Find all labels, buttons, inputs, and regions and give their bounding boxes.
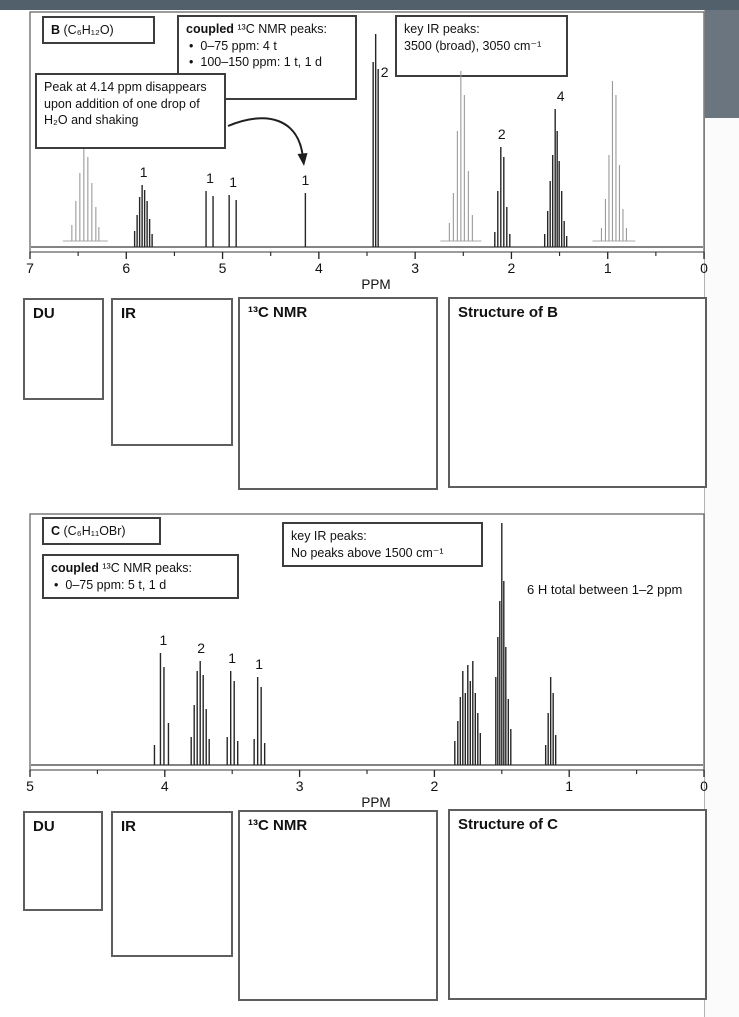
compound-c-formula: (C₆H₁₁OBr)	[60, 524, 126, 538]
integration-label: 1	[229, 174, 237, 190]
c-coupled-cnmr-box: coupled ¹³C NMR peaks: 0–75 ppm: 5 t, 1 …	[42, 554, 239, 599]
integration-label: 1	[140, 164, 148, 180]
axis-tick-label: 7	[26, 260, 34, 276]
integration-label: 1	[255, 656, 263, 672]
b-d2o-note-box: Peak at 4.14 ppm disappears upon additio…	[35, 73, 226, 149]
axis-tick-label: 5	[219, 260, 227, 276]
c-coupled-bullet-1: 0–75 ppm: 5 t, 1 d	[51, 577, 230, 594]
b-key-ir-box: key IR peaks: 3500 (broad), 3050 cm⁻¹	[395, 15, 568, 77]
b-d2o-note-text: Peak at 4.14 ppm disappears upon additio…	[44, 80, 207, 127]
compound-c-letter: C	[51, 524, 61, 538]
compound-b-formula: (C₆H₁₂O)	[60, 23, 114, 37]
integration-label: 2	[381, 64, 389, 80]
integration-label: 2	[498, 126, 506, 142]
integration-label: 1	[228, 650, 236, 666]
axis-title-ppm: PPM	[361, 277, 390, 292]
window-header-bar	[0, 0, 739, 10]
answer-box-structure-b: Structure of B	[448, 297, 707, 488]
axis-tick-label: 6	[122, 260, 130, 276]
b-ir-title: key IR peaks:	[404, 22, 480, 36]
compound-b-label-box: B (C₆H₁₂O)	[42, 16, 155, 44]
axis-tick-label: 4	[315, 260, 323, 276]
b-coupled-bullet-1: 0–75 ppm: 4 t	[186, 38, 348, 55]
c-ir-detail: No peaks above 1500 cm⁻¹	[291, 545, 444, 560]
integration-label: 4	[557, 88, 565, 104]
scrollbar-track[interactable]	[705, 118, 739, 1017]
answer-box-structure-c: Structure of C	[448, 809, 707, 1000]
b-ir-detail: 3500 (broad), 3050 cm⁻¹	[404, 38, 542, 53]
answer-box-du-b: DU	[23, 298, 104, 400]
answer-box-cnmr-b: ¹³C NMR	[238, 297, 438, 490]
b-coupled-bullet-2: 100–150 ppm: 1 t, 1 d	[186, 54, 348, 71]
compound-c-label-box: C (C₆H₁₁OBr)	[42, 517, 161, 545]
answer-box-ir-b: IR	[111, 298, 233, 446]
axis-tick-label: 1	[604, 260, 612, 276]
axis-tick-label: 5	[26, 778, 34, 794]
c-key-ir-box: key IR peaks: No peaks above 1500 cm⁻¹	[282, 522, 483, 567]
scrollbar-thumb[interactable]	[705, 10, 739, 118]
integration-label: 1	[160, 632, 168, 648]
compound-b-letter: B	[51, 23, 61, 37]
axis-title-ppm: PPM	[361, 795, 390, 810]
answer-box-ir-c: IR	[111, 811, 233, 957]
axis-tick-label: 2	[508, 260, 516, 276]
answer-box-cnmr-c: ¹³C NMR	[238, 810, 438, 1001]
c-ir-title: key IR peaks:	[291, 529, 367, 543]
axis-tick-label: 3	[411, 260, 419, 276]
integration-label: 1	[301, 172, 309, 188]
axis-tick-label: 2	[431, 778, 439, 794]
integration-label: 1	[206, 170, 214, 186]
integration-label: 2	[197, 640, 205, 656]
b-coupled-title: coupled ¹³C NMR peaks:	[186, 22, 327, 36]
note-arrowhead	[297, 153, 308, 166]
axis-tick-label: 3	[296, 778, 304, 794]
answer-box-du-c: DU	[23, 811, 103, 911]
axis-tick-label: 1	[565, 778, 573, 794]
c-6h-note: 6 H total between 1–2 ppm	[527, 582, 683, 597]
c-coupled-title: coupled ¹³C NMR peaks:	[51, 561, 192, 575]
note-arrow	[227, 117, 304, 159]
axis-tick-label: 4	[161, 778, 169, 794]
